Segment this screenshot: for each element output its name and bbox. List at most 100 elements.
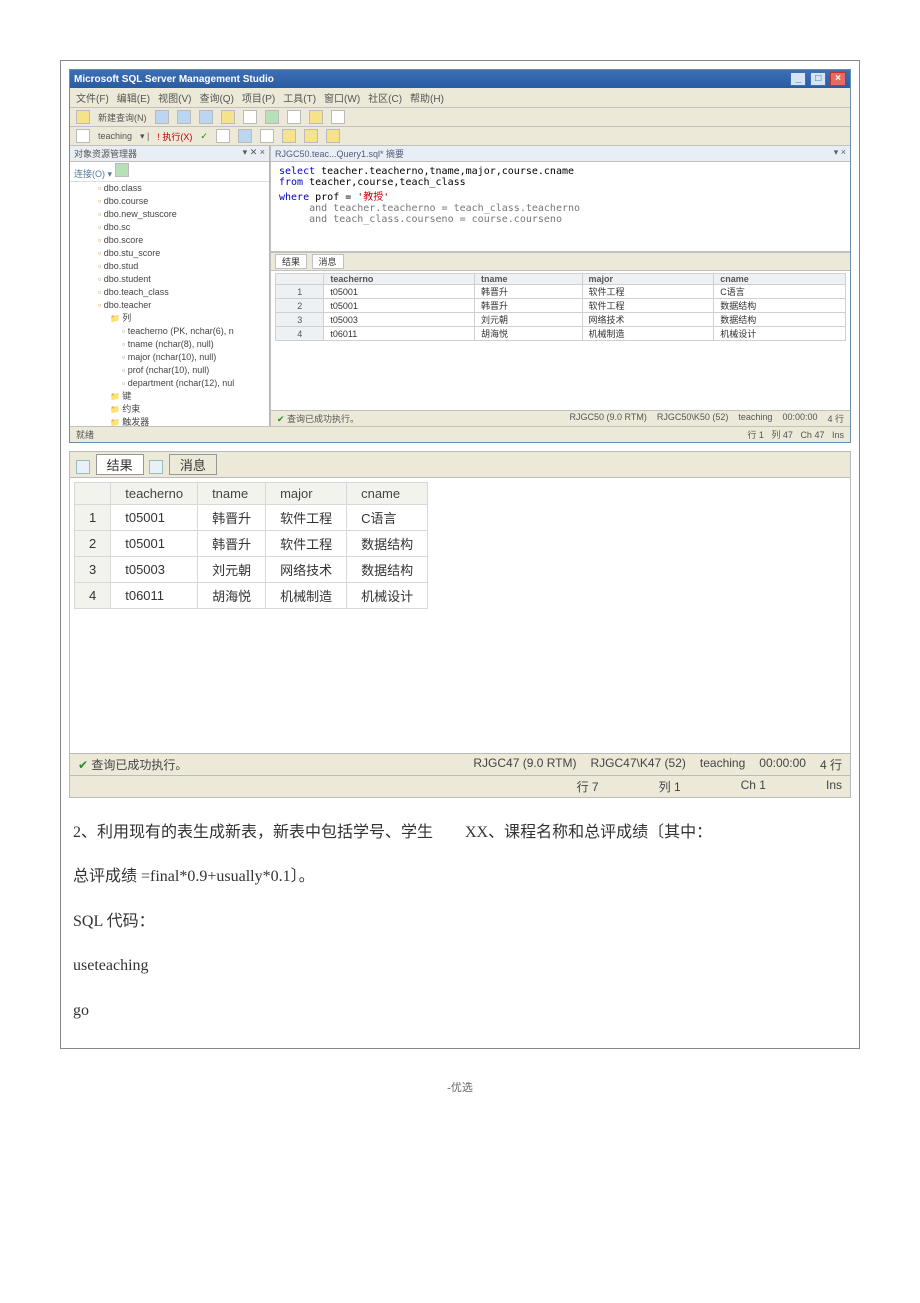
minimize-button[interactable]: _ [790, 72, 806, 86]
menu-item[interactable]: 查询(Q) [199, 90, 233, 105]
menu-item[interactable]: 窗口(W) [324, 90, 360, 105]
status-ready: 就绪 [76, 428, 94, 441]
toolbar-icon[interactable] [326, 129, 340, 143]
tree-columns-folder[interactable]: 列 teacherno (PK, nchar(6), ntname (nchar… [110, 312, 269, 390]
panel-pin[interactable]: ▾ ✕ × [243, 147, 265, 160]
toolbar-icon[interactable] [76, 129, 90, 143]
mini-cell: 软件工程 [582, 285, 714, 299]
ssms-status-bar: 查询已成功执行。 RJGC50 (9.0 RTM) RJGC50\K50 (52… [271, 410, 850, 426]
tree-table[interactable]: dbo.class [98, 182, 269, 195]
zoom-col: 列 1 [659, 778, 681, 795]
menu-item[interactable]: 视图(V) [158, 90, 191, 105]
zoom-col-header [75, 483, 111, 505]
execute-button[interactable]: ! 执行(X) [157, 130, 192, 143]
db-selector[interactable]: teaching [98, 131, 132, 141]
tree-tables: dbo.classdbo.coursedbo.new_stuscoredbo.s… [70, 182, 269, 312]
toolbar-icon[interactable] [309, 110, 323, 124]
tree-column[interactable]: tname (nchar(8), null) [122, 338, 269, 351]
zoom-col-header: major [266, 483, 347, 505]
document-body: 2、利用现有的表生成新表，新表中包括学号、学生 XX、课程名称和总评成绩〔其中：… [69, 798, 851, 1040]
tree-table[interactable]: dbo.student [98, 273, 269, 286]
para-question: 2、利用现有的表生成新表，新表中包括学号、学生 XX、课程名称和总评成绩〔其中： [73, 814, 847, 852]
menu-item[interactable]: 工具(T) [283, 90, 316, 105]
toolbar-icon[interactable] [304, 129, 318, 143]
menu-item[interactable]: 帮助(H) [410, 90, 444, 105]
tab-close[interactable]: ▾ × [834, 147, 846, 160]
zoom-ch: Ch 1 [741, 778, 766, 795]
mini-result-tabs: 结果 消息 [271, 252, 850, 271]
zoom-cell: 4 [75, 583, 111, 609]
status-db: teaching [738, 412, 772, 425]
toolbar-icon[interactable] [177, 110, 191, 124]
object-explorer: 对象资源管理器 ▾ ✕ × 连接(O) ▾ dbo.classdbo.cours… [70, 146, 270, 426]
status-line: 行 1 [747, 430, 764, 440]
zoom-tab-messages[interactable]: 消息 [169, 454, 217, 475]
tree-table[interactable]: dbo.stud [98, 260, 269, 273]
toolbar-icon[interactable] [221, 110, 235, 124]
menu-item[interactable]: 项目(P) [242, 90, 275, 105]
zoom-tab-results[interactable]: 结果 [96, 454, 144, 475]
tree-table[interactable]: dbo.stu_score [98, 247, 269, 260]
zoom-col-header: teacherno [111, 483, 198, 505]
check-icon[interactable]: ✓ [200, 131, 208, 142]
tree-table[interactable]: dbo.new_stuscore [98, 208, 269, 221]
zoom-cell: t05001 [111, 531, 198, 557]
ssms-toolbar-2: teaching ▾ | ! 执行(X) ✓ [70, 127, 850, 146]
tree-folder[interactable]: 约束 [110, 403, 269, 416]
sql-editor[interactable]: select teacher.teacherno,tname,major,cou… [271, 162, 850, 252]
toolbar-icon[interactable] [265, 110, 279, 124]
mini-tab-messages[interactable]: 消息 [312, 254, 344, 269]
tree-table[interactable]: dbo.teacher [98, 299, 269, 312]
tree-folder[interactable]: 触发器 [110, 416, 269, 426]
menu-item[interactable]: 文件(F) [76, 90, 109, 105]
ssms-title: Microsoft SQL Server Management Studio [74, 74, 274, 85]
zoom-ins: Ins [826, 778, 842, 795]
zoom-cell: 2 [75, 531, 111, 557]
toolbar-icon[interactable] [260, 129, 274, 143]
toolbar-icon[interactable] [243, 110, 257, 124]
query-tab[interactable]: RJGC50.teac...Query1.sql* 摘要 [275, 147, 404, 160]
toolbar-icon[interactable] [287, 110, 301, 124]
toolbar-icon[interactable] [216, 129, 230, 143]
zoom-cell: t05003 [111, 557, 198, 583]
mini-cell: 2 [276, 299, 324, 313]
maximize-button[interactable]: □ [810, 72, 826, 86]
tree-table[interactable]: dbo.sc [98, 221, 269, 234]
mini-cell: 数据结构 [714, 313, 846, 327]
close-button[interactable]: × [830, 72, 846, 86]
mini-cell: 软件工程 [582, 299, 714, 313]
new-query-label[interactable]: 新建查询(N) [98, 111, 147, 124]
refresh-icon[interactable] [115, 163, 129, 177]
mini-tab-results[interactable]: 结果 [275, 254, 307, 269]
status-ins: Ins [832, 430, 844, 440]
tree-column[interactable]: teacherno (PK, nchar(6), n [122, 325, 269, 338]
mini-cell: 3 [276, 313, 324, 327]
toolbar-icon[interactable] [238, 129, 252, 143]
tree-columns-list: teacherno (PK, nchar(6), ntname (nchar(8… [110, 325, 269, 390]
tree-table[interactable]: dbo.teach_class [98, 286, 269, 299]
menu-item[interactable]: 社区(C) [368, 90, 402, 105]
tree-column[interactable]: major (nchar(10), null) [122, 351, 269, 364]
ssms-titlebar: Microsoft SQL Server Management Studio _… [70, 70, 850, 88]
toolbar-icon[interactable] [282, 129, 296, 143]
zoom-cell: 韩晋升 [198, 505, 266, 531]
mini-cell: 韩晋升 [474, 285, 582, 299]
toolbar-icon[interactable] [155, 110, 169, 124]
connect-button[interactable]: 连接(O) ▾ [74, 169, 112, 179]
toolbar-icon[interactable] [199, 110, 213, 124]
para-code-2: go [73, 992, 847, 1030]
zoom-status-time: 00:00:00 [759, 756, 806, 773]
tree-folder[interactable]: 键 [110, 390, 269, 403]
tree-table[interactable]: dbo.score [98, 234, 269, 247]
zoom-cell: 数据结构 [347, 531, 428, 557]
tree-column[interactable]: department (nchar(12), nul [122, 377, 269, 390]
tree-table[interactable]: dbo.course [98, 195, 269, 208]
mini-cell: 网络技术 [582, 313, 714, 327]
new-query-icon[interactable] [76, 110, 90, 124]
menu-item[interactable]: 编辑(E) [117, 90, 150, 105]
zoom-results-grid: teachernotnamemajorcname1t05001韩晋升软件工程C语… [74, 482, 428, 609]
tree-column[interactable]: prof (nchar(10), null) [122, 364, 269, 377]
toolbar-icon[interactable] [331, 110, 345, 124]
zoom-status-rows: 4 行 [820, 756, 842, 773]
message-icon [149, 460, 163, 474]
